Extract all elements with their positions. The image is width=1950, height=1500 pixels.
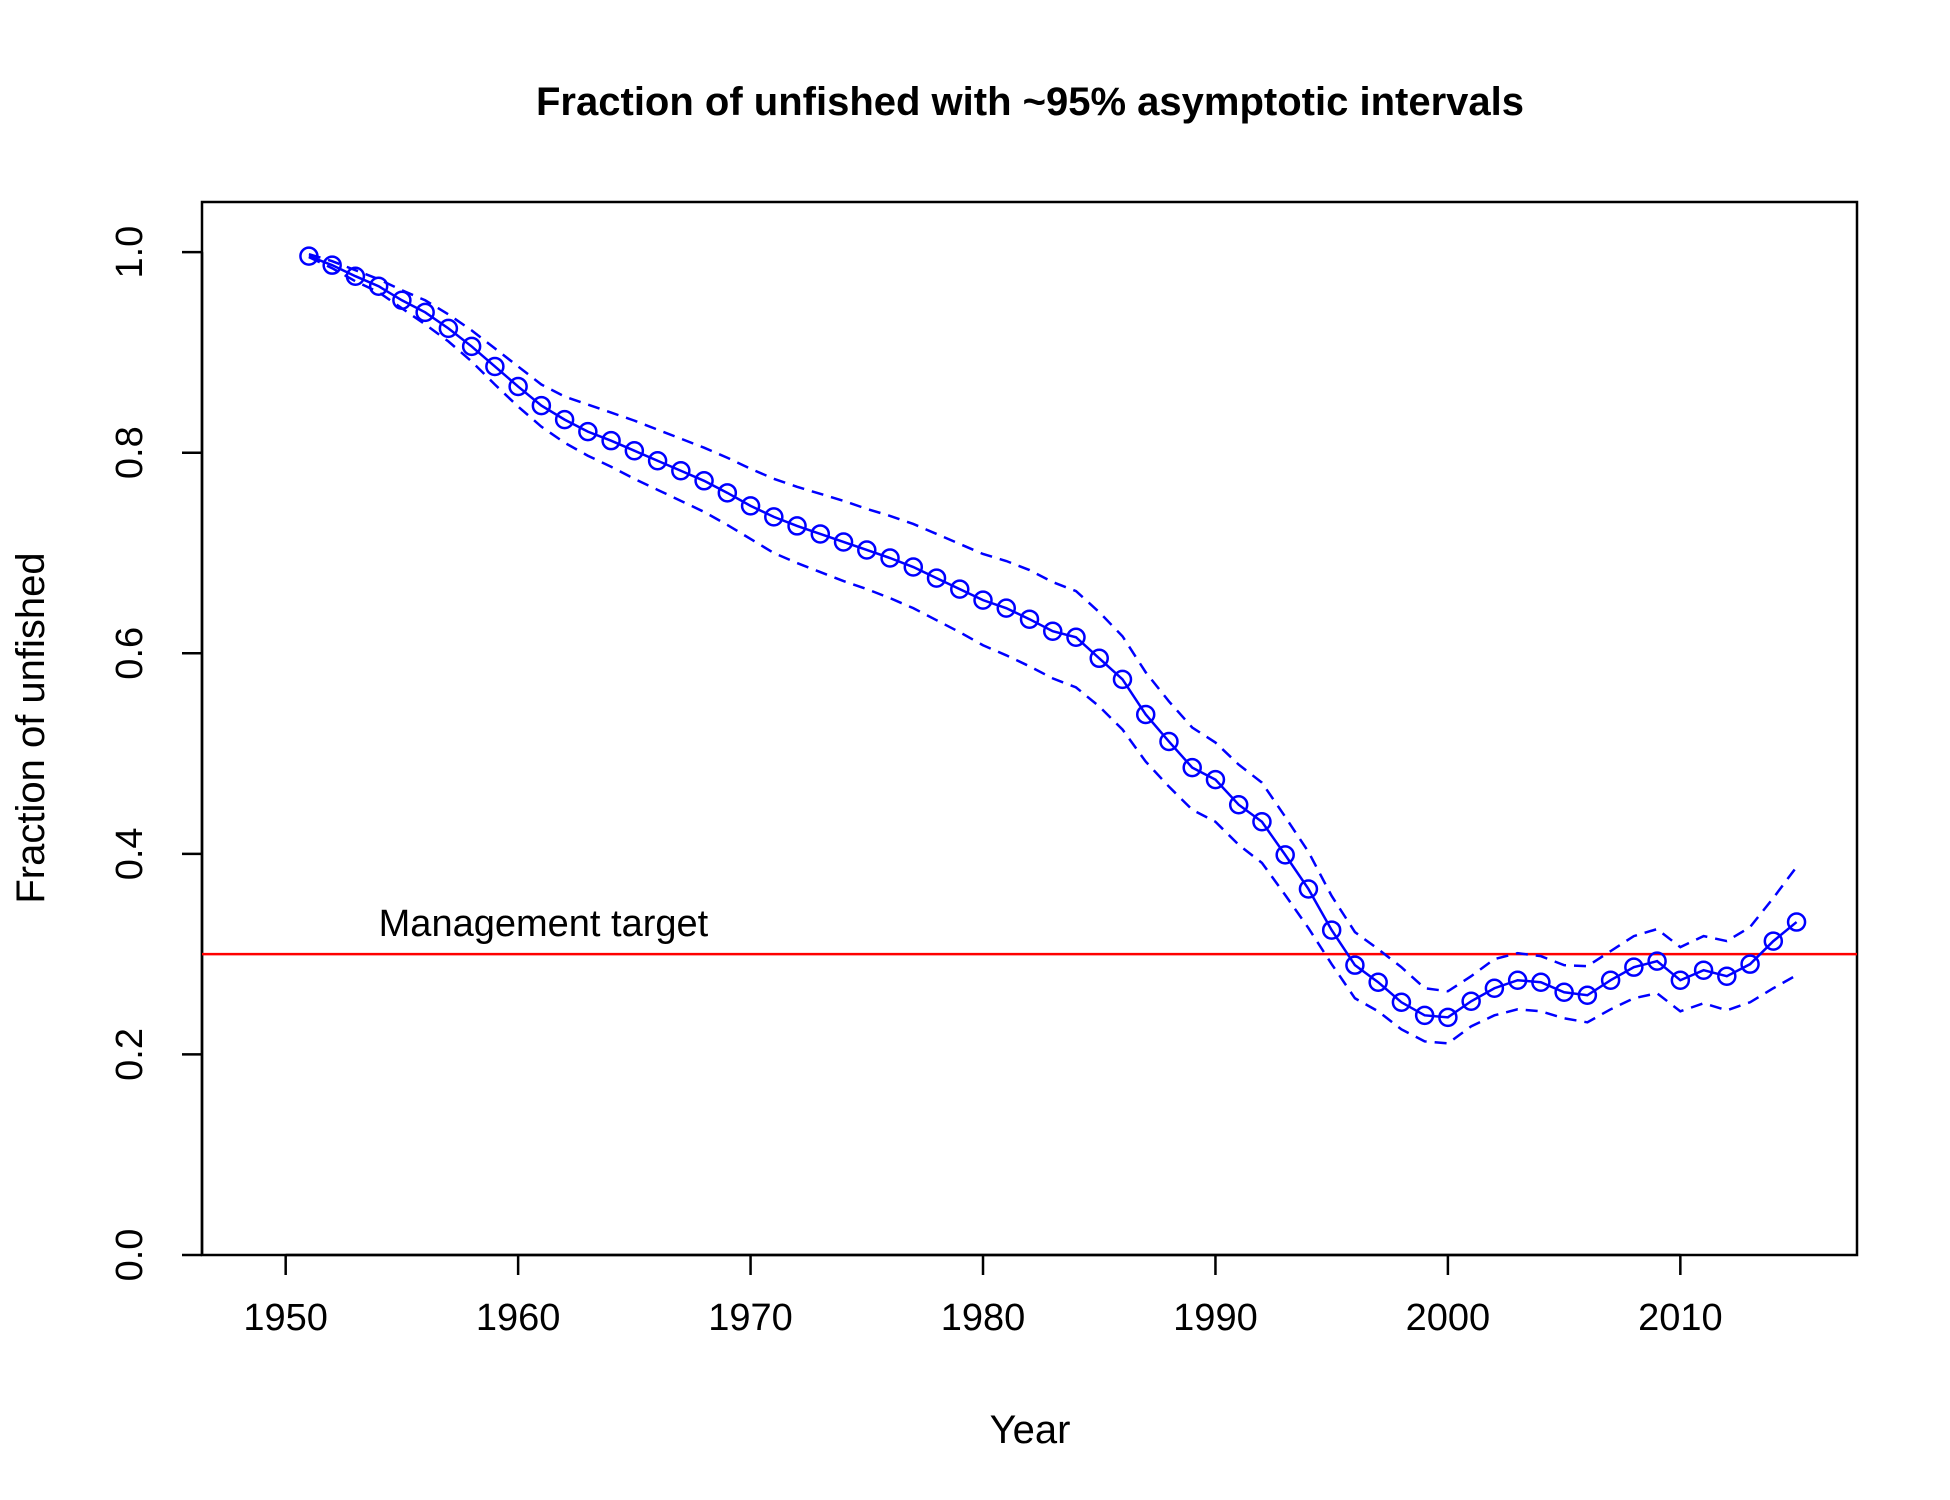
- chart-title: Fraction of unfished with ~95% asymptoti…: [536, 80, 1524, 124]
- estimate-point: [578, 421, 598, 442]
- estimate-point: [1159, 731, 1179, 752]
- estimate-point: [717, 483, 738, 503]
- x-tick-label: 2010: [1638, 1297, 1723, 1339]
- estimate-point: [554, 409, 575, 430]
- x-tick-label: 1980: [941, 1297, 1026, 1339]
- estimate-point: [787, 516, 807, 536]
- estimate-point: [461, 336, 482, 357]
- estimate-point: [926, 568, 947, 588]
- estimate-point: [1252, 812, 1272, 832]
- x-tick-label: 2000: [1406, 1297, 1491, 1339]
- upper-interval-line: [308, 252, 1798, 993]
- estimate-point: [601, 430, 621, 451]
- estimate-point: [531, 395, 552, 416]
- estimate-point: [508, 376, 528, 397]
- estimate-point: [671, 461, 691, 481]
- estimate-point: [1182, 757, 1202, 778]
- estimate-point: [438, 318, 459, 339]
- estimate-point: [1763, 931, 1784, 951]
- estimate-point: [1135, 704, 1156, 725]
- estimate-point: [996, 598, 1017, 618]
- estimate-point: [1461, 991, 1481, 1012]
- estimate-point: [485, 356, 505, 377]
- estimate-point: [1600, 970, 1621, 990]
- estimate-point: [1275, 845, 1295, 865]
- estimate-point: [1647, 951, 1667, 971]
- reference-layer: Management target: [202, 903, 1857, 956]
- estimate-point: [1554, 982, 1574, 1003]
- x-tick-label: 1960: [476, 1297, 561, 1339]
- management-target-label: Management target: [379, 903, 709, 945]
- estimate-point: [1321, 920, 1342, 940]
- estimate-point: [1391, 992, 1412, 1013]
- estimate-point: [880, 548, 900, 568]
- y-tick-label: 0.6: [109, 627, 151, 680]
- series-layer: [299, 246, 1807, 1045]
- estimate-point: [624, 440, 645, 461]
- x-tick-label: 1990: [1173, 1297, 1258, 1339]
- estimate-point: [647, 450, 668, 471]
- x-tick-label: 1970: [708, 1297, 793, 1339]
- y-tick-label: 0.4: [109, 827, 151, 880]
- estimate-point: [950, 579, 970, 599]
- y-axis: 0.0 0.2 0.4 0.6 0.8 1.0: [109, 226, 204, 1282]
- estimate-point: [1368, 972, 1388, 992]
- estimate-point: [1577, 985, 1598, 1006]
- estimate-point: [857, 540, 877, 560]
- estimate-point: [740, 496, 761, 516]
- estimate-point: [415, 302, 435, 323]
- y-tick-label: 0.0: [109, 1229, 151, 1282]
- estimate-point: [1717, 966, 1737, 986]
- estimate-point: [1414, 1005, 1435, 1026]
- estimate-point: [1205, 769, 1226, 790]
- lower-interval-line: [308, 256, 1798, 1045]
- estimate-point: [903, 557, 924, 577]
- estimate-point: [694, 471, 714, 491]
- y-tick-label: 0.8: [109, 426, 151, 479]
- estimate-point: [810, 524, 831, 544]
- estimate-point: [1345, 955, 1365, 975]
- estimate-point: [1786, 912, 1807, 932]
- x-tick-label: 1950: [243, 1297, 328, 1339]
- plot-area-frame: [200, 200, 1859, 1257]
- estimate-point: [1670, 970, 1691, 990]
- estimate-point: [1066, 627, 1086, 647]
- estimate-point: [1019, 609, 1040, 629]
- estimate-point: [1089, 648, 1109, 669]
- x-axis-label: Year: [990, 1408, 1071, 1452]
- estimate-point: [973, 590, 993, 610]
- estimate-point: [1042, 621, 1063, 641]
- estimate-point: [1693, 960, 1714, 980]
- x-axis: 1950 1960 1970 1980 1990 2000 2010: [243, 1253, 1723, 1339]
- y-tick-label: 0.2: [109, 1028, 151, 1081]
- estimate-point: [1298, 879, 1319, 899]
- estimate-point: [1484, 978, 1505, 998]
- estimate-point: [1112, 669, 1133, 690]
- estimate-point: [833, 532, 854, 552]
- estimate-point: [1740, 954, 1760, 974]
- y-tick-label: 1.0: [109, 226, 151, 279]
- estimate-point: [1228, 794, 1249, 815]
- estimate-point: [1438, 1007, 1458, 1028]
- estimate-point: [368, 276, 389, 296]
- estimate-point: [1531, 972, 1551, 992]
- estimate-point: [764, 507, 784, 527]
- estimate-point: [1507, 970, 1528, 990]
- estimate-point: [1624, 957, 1644, 977]
- estimate-point: [322, 255, 342, 275]
- y-axis-label: Fraction of unfished: [9, 552, 53, 903]
